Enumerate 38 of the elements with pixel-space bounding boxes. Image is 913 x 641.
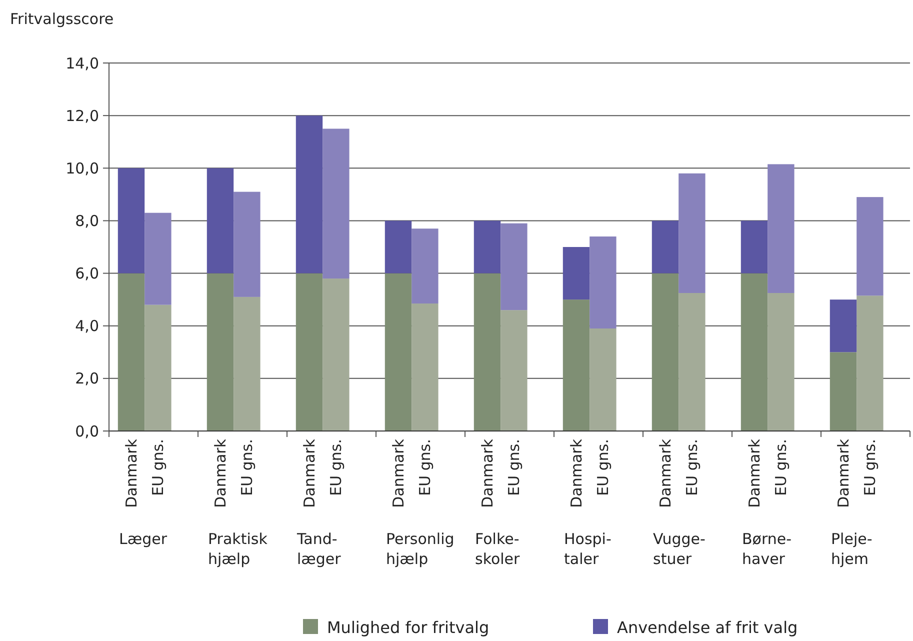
text: Pleje- hjem <box>831 530 872 568</box>
text: Vugge- stuer <box>653 530 706 568</box>
x-tick-label: Danmark <box>212 438 230 508</box>
x-tick-label: EU gns. <box>505 439 524 496</box>
legend-label: Anvendelse af frit valg <box>617 618 798 637</box>
x-tick-label: Danmark <box>568 438 586 508</box>
y-tick-label: 4,0 <box>75 317 99 336</box>
x-tick-label: EU gns. <box>416 439 434 496</box>
x-tick-label: Danmark <box>746 438 764 508</box>
y-axis-title: Fritvalgsscore <box>10 10 114 28</box>
x-tick-label: Danmark <box>478 438 496 508</box>
text: Læger <box>119 530 168 548</box>
x-tick-label: EU gns. <box>238 439 256 496</box>
text: Folke- skoler <box>475 530 521 568</box>
text: Tand- læger <box>296 530 342 568</box>
x-tick-label: Danmark <box>122 438 140 508</box>
y-tick-label: 10,0 <box>66 159 99 178</box>
x-tick-label: EU gns. <box>683 439 702 496</box>
x-tick-label: Danmark <box>300 438 318 508</box>
x-tick-label: EU gns. <box>772 439 790 496</box>
x-tick-label: Danmark <box>390 438 408 508</box>
x-tick-label: EU gns. <box>594 439 612 496</box>
x-tick-label: Danmark <box>656 438 674 508</box>
y-tick-label: 12,0 <box>66 106 99 125</box>
y-tick-label: 2,0 <box>75 370 99 388</box>
x-tick-label: EU gns. <box>861 439 880 496</box>
y-tick-label: 14,0 <box>66 54 99 72</box>
x-tick-label: EU gns. <box>327 439 346 496</box>
x-tick-label: EU gns. <box>149 439 168 496</box>
y-tick-label: 8,0 <box>75 212 99 230</box>
x-tick-label: Danmark <box>834 438 852 508</box>
y-tick-label: 0,0 <box>75 422 99 440</box>
text: Hospi- taler <box>564 530 612 568</box>
text: Børne- haver <box>742 530 792 568</box>
text: Personlig hjælp <box>386 530 454 568</box>
text: Praktisk hjælp <box>208 530 268 568</box>
legend-label: Mulighed for fritvalg <box>327 618 490 637</box>
y-tick-label: 6,0 <box>75 264 99 283</box>
